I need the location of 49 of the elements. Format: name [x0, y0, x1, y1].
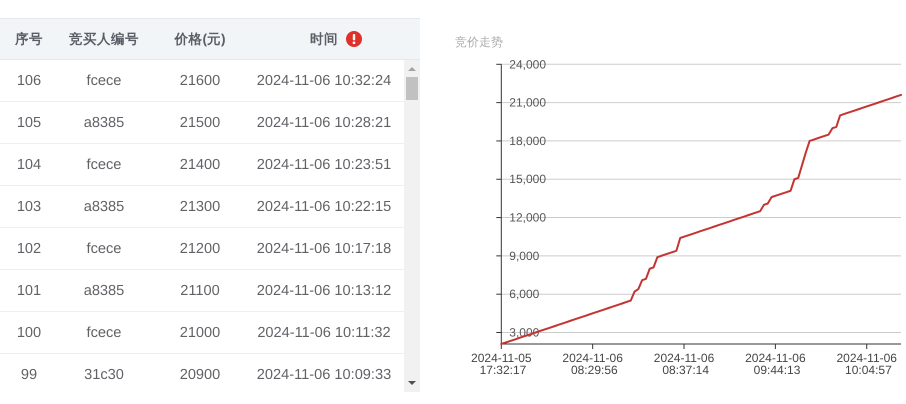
x-tick-label: 2024-11-06 09:44:13 — [745, 351, 806, 377]
y-tick-label: 99 — [20, 367, 38, 383]
x-tick-label: 竞买人编号 — [68, 30, 139, 46]
y-tick-label: 104 — [16, 157, 42, 173]
y-tick-label: 6,000 — [509, 287, 540, 302]
y-tick-label: 101 — [16, 283, 42, 299]
y-tick-label: 105 — [16, 115, 42, 131]
y-tick-label: 9,000 — [509, 248, 540, 263]
y-tick-label: 18,000 — [509, 134, 546, 148]
y-tick-label: 100 — [16, 325, 42, 341]
y-tick-label: 103 — [16, 199, 42, 215]
text: 2024-11-06 10:22:15 — [256, 199, 392, 215]
y-tick-label: 12,000 — [509, 210, 546, 225]
text: 31c30 — [84, 367, 124, 383]
text: 2024-11-06 10:11:32 — [257, 325, 391, 341]
text: 2024-11-06 10:23:51 — [256, 157, 392, 173]
text: fcece — [86, 73, 122, 89]
text: 2024-11-06 10:17:18 — [256, 241, 392, 257]
text: 21400 — [180, 157, 220, 173]
y-tick-label: 15,000 — [509, 172, 546, 186]
text: 21500 — [180, 115, 220, 131]
text: fcece — [86, 325, 122, 341]
x-tick-label: 2024-11-06 08:37:14 — [654, 351, 715, 377]
text: 21100 — [180, 283, 220, 299]
text: 21200 — [180, 241, 220, 257]
text: 2024-11-06 10:09:33 — [256, 367, 392, 383]
y-tick-label: 102 — [16, 241, 42, 257]
chart-title: 竞价走势 — [455, 35, 503, 49]
text: fcece — [86, 241, 122, 257]
x-tick-label: 价格(元) — [173, 32, 226, 46]
text: 21300 — [180, 199, 220, 215]
text: 2024-11-06 10:32:24 — [256, 73, 392, 89]
text: 2024-11-06 10:28:21 — [256, 115, 392, 131]
y-tick-label: 106 — [16, 73, 42, 89]
x-tick-label: 2024-11-05 17:32:17 — [471, 351, 532, 377]
text: a8385 — [84, 199, 124, 215]
text: 21000 — [180, 325, 220, 341]
y-axis-title: 序号 — [14, 30, 43, 46]
y-tick-label: 24,000 — [509, 57, 546, 72]
x-tick-label: 2024-11-06 08:29:56 — [562, 351, 624, 377]
text: fcece — [86, 157, 122, 173]
text: a8385 — [84, 283, 124, 299]
y-tick-label: 21,000 — [509, 96, 546, 110]
text: 2024-11-06 10:13:12 — [256, 283, 392, 299]
text: 20900 — [180, 367, 220, 383]
x-tick-label: 时间 — [310, 32, 338, 46]
text: 21600 — [180, 73, 220, 89]
x-tick-label: 2024-11-06 10:04:57 — [836, 351, 898, 377]
text: a8385 — [84, 115, 124, 131]
